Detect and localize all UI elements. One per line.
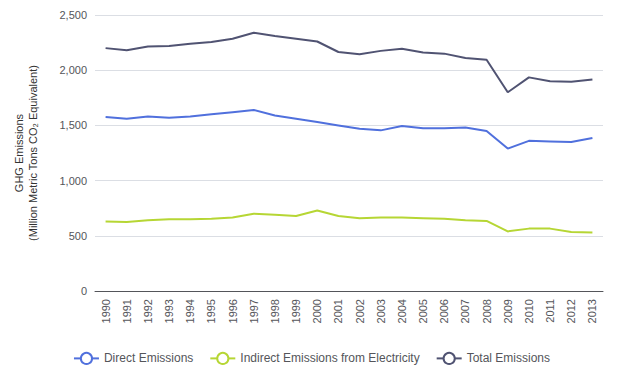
- svg-text:2007: 2007: [459, 299, 471, 323]
- svg-text:Direct Emissions: Direct Emissions: [104, 351, 193, 365]
- svg-text:2011: 2011: [544, 299, 556, 323]
- svg-text:2012: 2012: [565, 299, 577, 323]
- svg-text:2003: 2003: [375, 299, 387, 323]
- svg-text:1,500: 1,500: [59, 119, 87, 131]
- svg-text:2,500: 2,500: [59, 9, 87, 21]
- svg-text:1,000: 1,000: [59, 175, 87, 187]
- svg-text:2006: 2006: [438, 299, 450, 323]
- svg-text:1994: 1994: [184, 299, 196, 323]
- svg-text:2009: 2009: [502, 299, 514, 323]
- svg-text:2010: 2010: [523, 299, 535, 323]
- svg-text:2002: 2002: [354, 299, 366, 323]
- svg-text:Total Emissions: Total Emissions: [467, 351, 550, 365]
- svg-text:1998: 1998: [269, 299, 281, 323]
- svg-text:2,000: 2,000: [59, 64, 87, 76]
- svg-text:2001: 2001: [332, 299, 344, 323]
- svg-text:1993: 1993: [163, 299, 175, 323]
- svg-text:2008: 2008: [481, 299, 493, 323]
- svg-text:1996: 1996: [227, 299, 239, 323]
- svg-text:GHG Emissions: GHG Emissions: [13, 113, 25, 192]
- svg-text:(Million Metric Tons CO₂ Equiv: (Million Metric Tons CO₂ Equivalent): [27, 65, 39, 241]
- svg-text:500: 500: [69, 230, 87, 242]
- svg-text:1995: 1995: [205, 299, 217, 323]
- svg-text:2005: 2005: [417, 299, 429, 323]
- svg-text:1997: 1997: [248, 299, 260, 323]
- svg-text:Indirect Emissions from Electr: Indirect Emissions from Electricity: [240, 351, 419, 365]
- svg-text:2000: 2000: [311, 299, 323, 323]
- svg-text:2013: 2013: [586, 299, 598, 323]
- svg-text:1999: 1999: [290, 299, 302, 323]
- svg-text:0: 0: [81, 285, 87, 297]
- svg-text:1990: 1990: [100, 299, 112, 323]
- svg-text:2004: 2004: [396, 299, 408, 323]
- svg-text:1991: 1991: [121, 299, 133, 323]
- svg-text:1992: 1992: [142, 299, 154, 323]
